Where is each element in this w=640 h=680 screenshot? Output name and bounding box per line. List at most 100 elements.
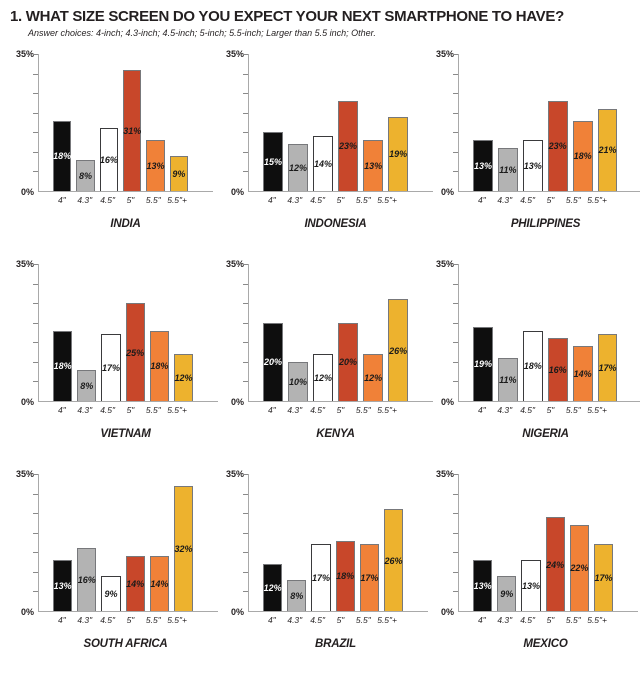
x-category-label: 4.3" xyxy=(77,405,93,415)
bar: 18% xyxy=(335,540,355,611)
bar-value-label: 17% xyxy=(594,573,613,584)
y-axis-labels: 35% 0% xyxy=(12,49,38,197)
country-label: INDIA xyxy=(110,218,141,230)
plot-row: 35% 0% 13% 9% 13% 24% 22% 17% xyxy=(432,469,639,617)
plot-area: 13% 16% 9% 14% 14% 32% xyxy=(33,474,219,612)
x-category-label: 4" xyxy=(58,405,66,415)
y-axis-tick xyxy=(453,303,458,305)
y-axis-tick xyxy=(453,361,458,363)
y-axis-tick xyxy=(453,171,458,173)
bar: 17% xyxy=(101,334,121,401)
x-category-label: 4.5" xyxy=(310,405,326,415)
x-category-label: 4.3" xyxy=(287,615,303,625)
bar-value-label: 9% xyxy=(104,588,118,599)
bar-value-label: 9% xyxy=(172,168,186,179)
plot-area: 19% 11% 18% 16% 14% 17% xyxy=(453,264,640,402)
y-axis-tick xyxy=(33,112,38,114)
bar-value-label: 13% xyxy=(53,581,72,592)
x-category-label: 4.3" xyxy=(497,195,513,205)
plot-area: 20% 10% 12% 20% 12% 26% xyxy=(243,264,434,402)
y-axis-tick xyxy=(33,93,38,95)
plot-area: 18% 8% 16% 31% 13% 9% xyxy=(33,54,214,192)
y-axis-tick xyxy=(243,361,248,363)
y-axis-tick xyxy=(453,151,458,153)
country-label: INDONESIA xyxy=(304,218,367,230)
bar: 11% xyxy=(497,147,518,191)
x-category-label: 4" xyxy=(478,195,486,205)
y-axis-labels: 35% 0% xyxy=(432,49,458,197)
plot-area: 13% 9% 13% 24% 22% 17% xyxy=(453,474,639,612)
bar: 13% xyxy=(363,140,384,191)
y-axis-min-label: 0% xyxy=(230,397,244,407)
x-category-label: 4.5" xyxy=(520,195,536,205)
survey-report-page: 1. WHAT SIZE SCREEN DO YOU EXPECT YOUR N… xyxy=(10,8,640,650)
x-category-label: 4.5" xyxy=(100,195,116,205)
y-axis-labels: 35% 0% xyxy=(432,259,458,407)
bar: 25% xyxy=(125,303,145,401)
x-category-label: 5" xyxy=(126,405,135,415)
x-category-label: 5" xyxy=(126,195,135,205)
y-axis-tick xyxy=(33,54,38,55)
bar-value-label: 12% xyxy=(289,163,308,174)
y-axis-tick xyxy=(33,552,38,554)
x-category-label: 5.5" xyxy=(565,195,581,205)
bar: 13% xyxy=(522,140,543,191)
x-category-label: 5" xyxy=(126,615,135,625)
x-category-label: 4.3" xyxy=(77,615,93,625)
bar: 14% xyxy=(125,556,145,611)
bar-value-label: 12% xyxy=(364,373,383,384)
bar: 13% xyxy=(53,560,73,611)
y-axis-tick xyxy=(453,552,458,554)
bar: 13% xyxy=(473,140,493,191)
x-category-label: 4" xyxy=(478,615,486,625)
bar: 26% xyxy=(388,299,409,401)
bar-value-label: 16% xyxy=(99,155,118,166)
y-axis-tick xyxy=(453,532,458,534)
bar-value-label: 14% xyxy=(126,579,145,590)
x-category-label: 5" xyxy=(336,615,345,625)
bar: 9% xyxy=(497,575,517,611)
plot-row: 35% 0% 18% 8% 16% 31% 13% 9% xyxy=(12,49,214,197)
y-axis-max-label: 35% xyxy=(15,469,34,479)
chart-indonesia: 35% 0% 15% 12% 14% 23% 13% 19% 4" 4.3" 4.5" 5" 5.5" 5… xyxy=(222,49,434,230)
x-category-label: 5.5" xyxy=(145,195,161,205)
y-axis-tick xyxy=(243,552,248,554)
plot-row: 35% 0% 19% 11% 18% 16% 14% 17% xyxy=(432,259,640,407)
bar: 12% xyxy=(173,354,194,401)
bar: 12% xyxy=(288,144,309,191)
x-category-label: 4.3" xyxy=(287,405,303,415)
x-category-labels: 4" 4.3" 4.5" 5" 5.5" 5.5"+ xyxy=(473,615,607,625)
bar-value-label: 22% xyxy=(570,563,589,574)
bar-value-label: 13% xyxy=(364,161,383,172)
bar: 11% xyxy=(497,357,518,401)
x-category-label: 5" xyxy=(546,615,555,625)
bar: 32% xyxy=(173,485,194,611)
y-axis-tick xyxy=(453,112,458,114)
bar: 18% xyxy=(53,330,73,401)
bar: 17% xyxy=(359,544,379,611)
y-axis-tick xyxy=(453,342,458,344)
x-category-label: 5.5" xyxy=(355,405,371,415)
y-axis-tick xyxy=(33,532,38,534)
plot-area: 12% 8% 17% 18% 17% 26% xyxy=(243,474,429,612)
bar-value-label: 8% xyxy=(79,170,93,181)
plot-row: 35% 0% 20% 10% 12% 20% 12% 26% xyxy=(222,259,434,407)
bar-value-label: 25% xyxy=(126,347,145,358)
x-category-label: 5.5"+ xyxy=(587,195,608,205)
country-label: KENYA xyxy=(316,428,355,440)
y-axis-max-label: 35% xyxy=(435,259,454,269)
x-category-label: 4.5" xyxy=(100,405,116,415)
bar-value-label: 26% xyxy=(384,555,403,566)
y-axis-min-label: 0% xyxy=(230,607,244,617)
y-axis-tick xyxy=(243,342,248,344)
chart-vietnam: 35% 0% 18% 8% 17% 25% 18% 12% 4" 4.3" 4.5" 5" 5.5" 5.… xyxy=(12,259,219,440)
x-category-label: 5.5" xyxy=(145,615,161,625)
x-category-label: 5.5" xyxy=(355,195,371,205)
y-axis-min-label: 0% xyxy=(440,187,454,197)
bar-value-label: 31% xyxy=(123,125,142,136)
x-category-labels: 4" 4.3" 4.5" 5" 5.5" 5.5"+ xyxy=(473,405,607,415)
y-axis-tick xyxy=(453,493,458,495)
y-axis-tick xyxy=(453,322,458,324)
bar: 16% xyxy=(99,128,119,191)
x-category-label: 5.5"+ xyxy=(587,615,608,625)
